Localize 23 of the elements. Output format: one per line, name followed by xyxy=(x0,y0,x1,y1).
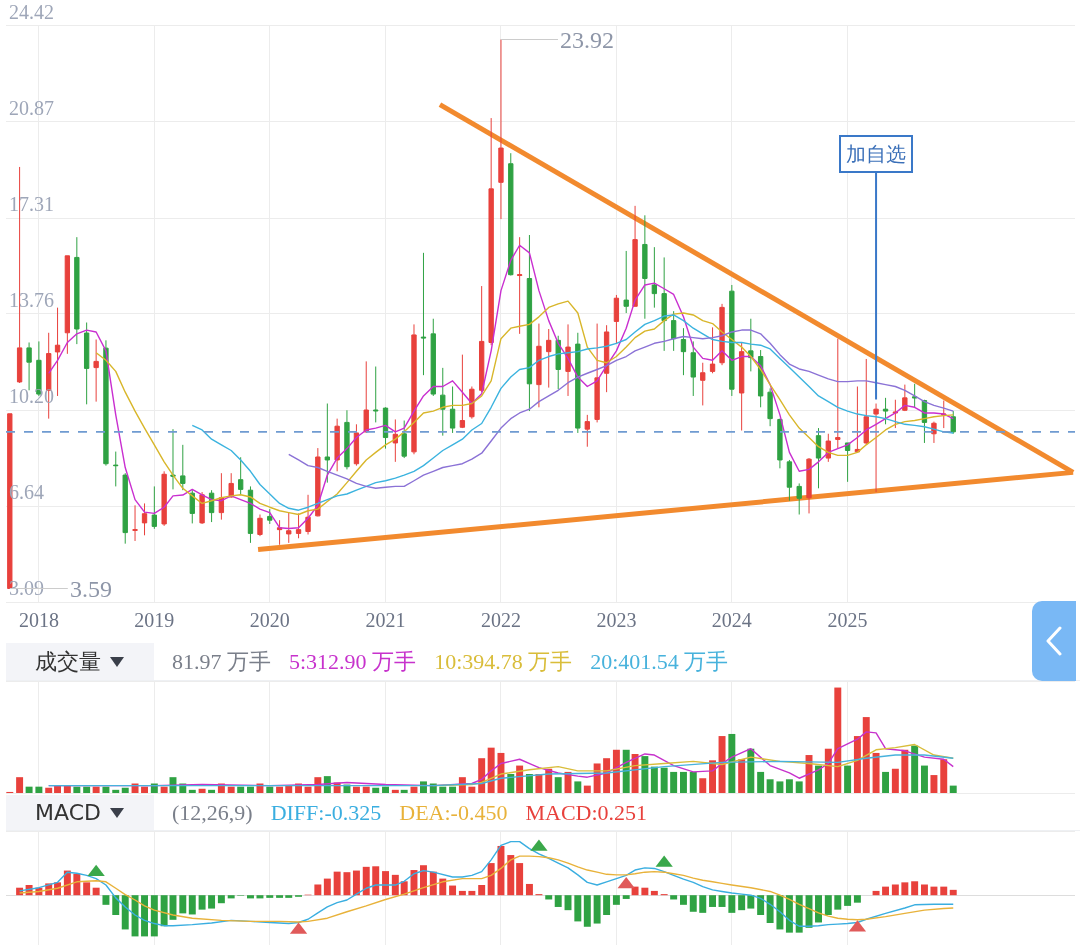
text: 20:401.54 万手 xyxy=(590,647,729,676)
annotation: 23.92 xyxy=(560,27,614,53)
series-label: DEA:-0.450 xyxy=(399,799,508,826)
text: DIFF:-0.325 xyxy=(270,799,382,826)
x-tick-label: 2019 xyxy=(134,609,175,631)
x-tick-label: 2018 xyxy=(18,609,59,631)
annotation: 加自选 xyxy=(846,142,906,166)
x-tick-label: 2020 xyxy=(249,609,290,631)
chart-title: MACD xyxy=(35,800,101,825)
text: (12,26,9) xyxy=(172,799,253,826)
text: 5:312.90 万手 xyxy=(289,647,417,676)
y-tick-label: 24.42 xyxy=(9,1,54,23)
series-label: MACD:0.251 xyxy=(525,799,648,826)
text: 10:394.78 万手 xyxy=(434,647,573,676)
x-tick-label: 2021 xyxy=(365,609,406,631)
x-tick-label: 2025 xyxy=(827,609,868,631)
x-tick-label: 2023 xyxy=(596,609,637,631)
x-tick-label: 2022 xyxy=(480,609,521,631)
y-tick-label: 20.87 xyxy=(9,96,54,119)
annotation: 3.59 xyxy=(70,576,112,602)
text: 81.97 万手 xyxy=(172,647,271,676)
chart-title: 成交量 xyxy=(35,647,101,676)
x-tick-label: 2024 xyxy=(711,609,752,631)
